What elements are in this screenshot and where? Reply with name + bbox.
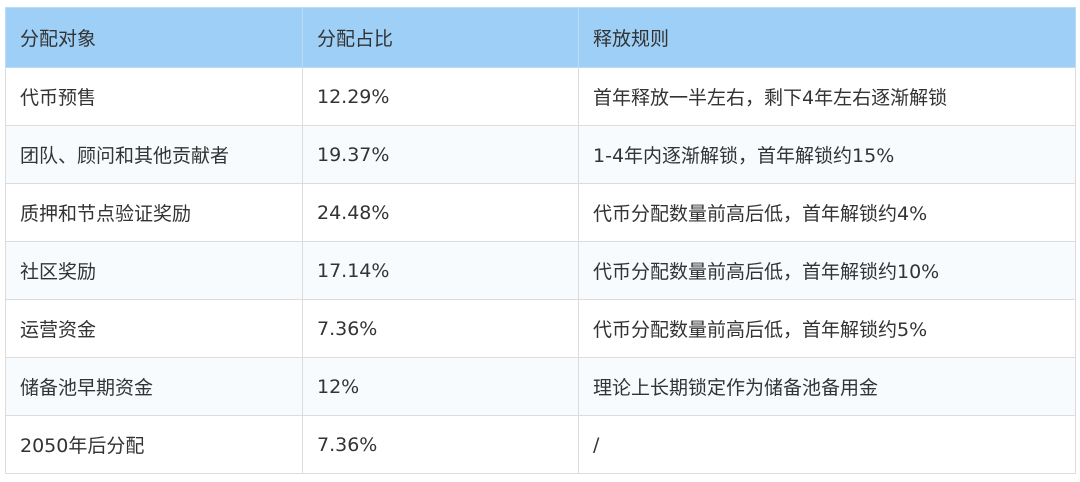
header-release-rule: 释放规则 [578, 7, 1076, 68]
cell-allocation-target: 运营资金 [5, 299, 303, 358]
header-allocation-ratio: 分配占比 [302, 7, 579, 68]
table-row: 团队、顾问和其他贡献者 19.37% 1-4年内逐渐解锁，首年解锁约15% [5, 125, 1076, 184]
cell-allocation-ratio: 19.37% [302, 125, 579, 184]
cell-allocation-ratio: 12.29% [302, 67, 579, 126]
cell-allocation-target: 2050年后分配 [5, 415, 303, 474]
header-allocation-target: 分配对象 [5, 7, 303, 68]
table-header-row: 分配对象 分配占比 释放规则 [5, 7, 1076, 68]
cell-release-rule: 理论上长期锁定作为储备池备用金 [578, 357, 1076, 416]
table-row: 运营资金 7.36% 代币分配数量前高后低，首年解锁约5% [5, 299, 1076, 358]
cell-release-rule: 首年释放一半左右，剩下4年左右逐渐解锁 [578, 67, 1076, 126]
table-row: 储备池早期资金 12% 理论上长期锁定作为储备池备用金 [5, 357, 1076, 416]
cell-release-rule: 代币分配数量前高后低，首年解锁约4% [578, 183, 1076, 242]
cell-release-rule: 代币分配数量前高后低，首年解锁约10% [578, 241, 1076, 300]
cell-allocation-target: 社区奖励 [5, 241, 303, 300]
allocation-table: 分配对象 分配占比 释放规则 代币预售 12.29% 首年释放一半左右，剩下4年左右… [5, 7, 1076, 474]
cell-allocation-ratio: 7.36% [302, 299, 579, 358]
cell-allocation-ratio: 17.14% [302, 241, 579, 300]
cell-release-rule: / [578, 415, 1076, 474]
cell-allocation-target: 代币预售 [5, 67, 303, 126]
cell-allocation-target: 团队、顾问和其他贡献者 [5, 125, 303, 184]
cell-release-rule: 代币分配数量前高后低，首年解锁约5% [578, 299, 1076, 358]
cell-allocation-ratio: 7.36% [302, 415, 579, 474]
cell-allocation-target: 储备池早期资金 [5, 357, 303, 416]
table-row: 质押和节点验证奖励 24.48% 代币分配数量前高后低，首年解锁约4% [5, 183, 1076, 242]
table-row: 代币预售 12.29% 首年释放一半左右，剩下4年左右逐渐解锁 [5, 67, 1076, 126]
cell-allocation-target: 质押和节点验证奖励 [5, 183, 303, 242]
table-row: 社区奖励 17.14% 代币分配数量前高后低，首年解锁约10% [5, 241, 1076, 300]
cell-allocation-ratio: 12% [302, 357, 579, 416]
table-row: 2050年后分配 7.36% / [5, 415, 1076, 474]
cell-release-rule: 1-4年内逐渐解锁，首年解锁约15% [578, 125, 1076, 184]
cell-allocation-ratio: 24.48% [302, 183, 579, 242]
